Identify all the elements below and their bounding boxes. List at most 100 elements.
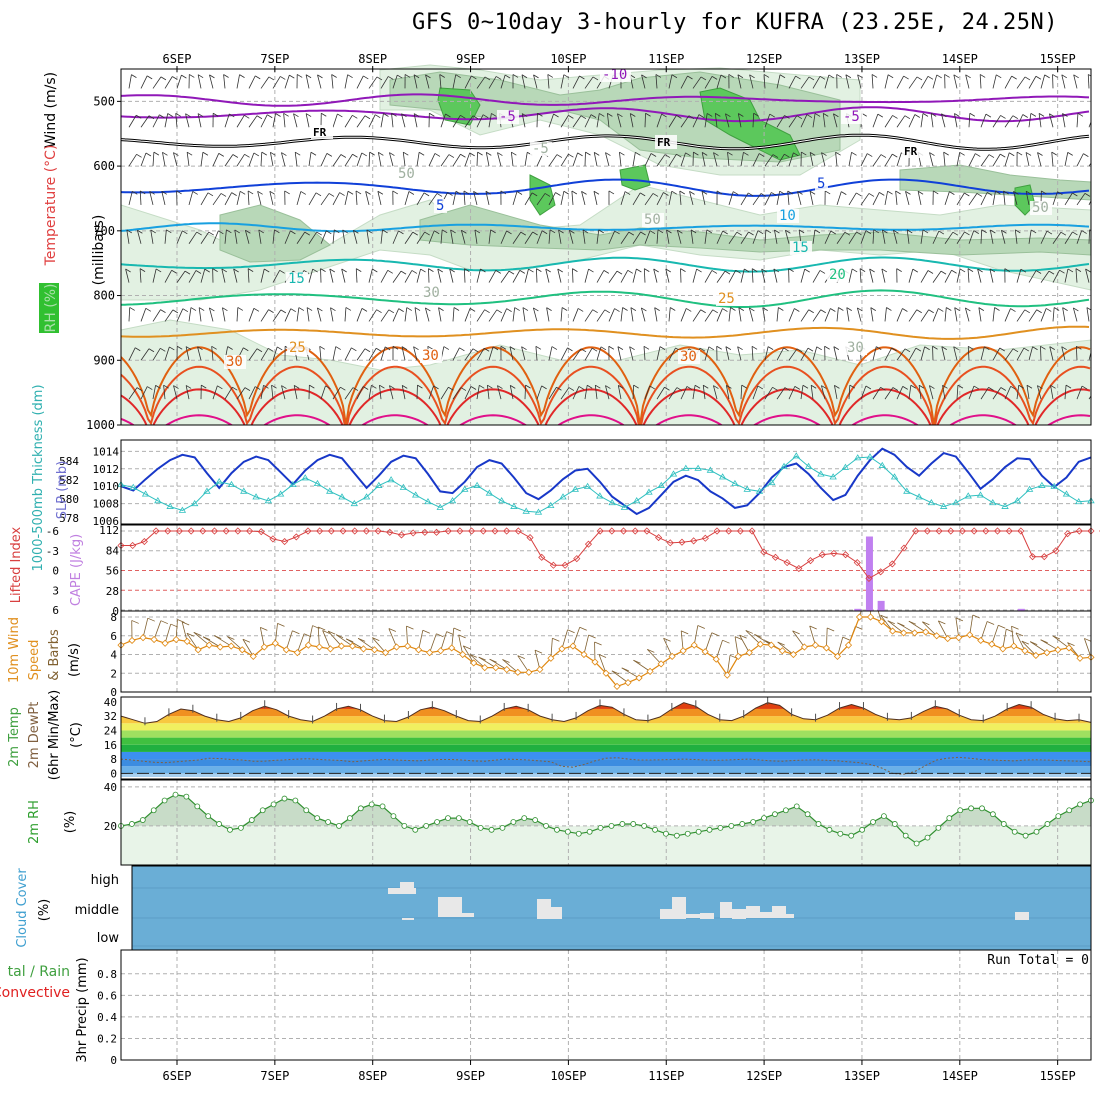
wind-barb-staff (728, 270, 737, 283)
wind-barb (368, 268, 378, 283)
rh-point (968, 805, 975, 812)
wind-barb-flag (907, 229, 913, 234)
wind-barb (296, 191, 307, 206)
wind-barb-staff (680, 115, 690, 128)
rh-point (1000, 821, 1007, 827)
rh-point (336, 823, 342, 829)
upper-air-ylabel-temp: Temperature (°C) (43, 145, 59, 267)
wind-barb (476, 151, 483, 167)
rh-point (477, 824, 484, 831)
wind-barb (368, 76, 383, 89)
temp-tick-label: 40 (104, 696, 117, 709)
wind-barb-flag (244, 114, 250, 119)
wind-barb (776, 190, 785, 206)
wind-barb-flag (448, 154, 455, 158)
wind-barb-staff (521, 74, 526, 89)
temp-ylabel-3: (6hr Min/Max) (47, 690, 62, 780)
wind-barb (906, 229, 913, 244)
wind-barb-flag (830, 230, 837, 235)
wind-barb-staff (908, 385, 912, 400)
wind-barb-staff (392, 308, 400, 322)
rh-point (401, 823, 408, 829)
wind-barb-staff (476, 152, 478, 167)
wind-barb-flag (696, 268, 702, 273)
wind-barb-staff (244, 230, 250, 244)
rh-ylabel-unit: (%) (63, 811, 78, 834)
wind-barb-flag (814, 113, 821, 117)
rh-point (859, 826, 866, 833)
wind-barb (908, 268, 919, 283)
wind-barb-staff (560, 387, 570, 400)
wind-barb-staff (450, 229, 454, 244)
wind-barb-staff (197, 346, 202, 361)
wind-barb-flag (605, 385, 611, 389)
wind-barb-flag (561, 307, 568, 311)
wind-barb-staff (488, 346, 494, 361)
wind-barb-flag (437, 268, 443, 273)
wind-barb (452, 114, 466, 128)
wind-barb-staff (857, 74, 862, 89)
wind-barb (761, 268, 767, 283)
wind-barb-staff (463, 268, 466, 283)
wind-barb-flag (671, 190, 677, 195)
wind-barb (788, 115, 803, 128)
wind-barb (833, 113, 839, 128)
wind-barb (332, 229, 340, 244)
wind-barb-staff (152, 268, 157, 283)
wind-ylabel-3: & Barbs (47, 629, 62, 681)
precip-tick-label: 0.2 (97, 1032, 117, 1045)
wind-barb-staff (572, 308, 579, 322)
rh-point (139, 817, 146, 823)
wind-barb (896, 386, 908, 400)
wind-barb-flag (568, 115, 574, 119)
cape-tick-label: 84 (106, 544, 120, 557)
wind-barb-staff (221, 268, 226, 283)
wind-barb (787, 190, 793, 205)
wind-barb-staff (824, 230, 832, 244)
wind-barb-flag (208, 231, 214, 236)
wind-barb-flag (455, 190, 462, 195)
wind-barb-flag (148, 115, 155, 120)
wind-barb-flag (255, 75, 261, 80)
wind-barb-staff (535, 268, 538, 283)
wind-barb (644, 193, 659, 206)
wind-barb (463, 268, 470, 283)
wind-barb-flag (443, 346, 450, 350)
wind-barb (236, 387, 251, 400)
wind-barb-staff (413, 346, 418, 361)
li-tick-label: -6 (46, 525, 59, 538)
wind-barb (164, 346, 175, 361)
wind-barb-staff (452, 307, 455, 322)
wind-barb-flag (771, 192, 777, 196)
wind-barb (128, 190, 138, 206)
wind-barb-flag (305, 74, 312, 79)
wind-barb (391, 112, 397, 128)
wind-barb (512, 231, 527, 244)
wind-barb (296, 74, 303, 89)
wind-barb-staff (176, 308, 184, 322)
cape-tick-label: 28 (106, 585, 119, 598)
wind-barb (680, 308, 692, 322)
wind-barb (643, 268, 650, 283)
wind-barb (247, 190, 254, 205)
wind-barb (596, 346, 607, 361)
wind-barb-flag (167, 113, 173, 117)
wind-barb-flag (849, 384, 856, 389)
wind-barb-staff (632, 268, 637, 283)
wind-barb-staff (209, 307, 214, 322)
wind-barb-flag (413, 346, 419, 351)
wind-barb-flag (582, 229, 589, 234)
isotherm-label: 30 (422, 348, 439, 364)
wind-barb-flag (685, 152, 691, 157)
wind-barb-flag (557, 268, 563, 273)
wind-barb (320, 230, 332, 244)
isotherm-label: 25 (289, 340, 306, 356)
wind-barb-staff (836, 231, 846, 244)
wind-barb-flag (397, 74, 403, 79)
wind-barb-staff (320, 153, 328, 167)
wind-barb (524, 268, 534, 283)
wind-barb-staff (668, 347, 676, 361)
wind-barb (788, 308, 800, 322)
upper-air-ytick-label: 800 (93, 289, 115, 303)
wind-barb-staff (668, 387, 678, 400)
